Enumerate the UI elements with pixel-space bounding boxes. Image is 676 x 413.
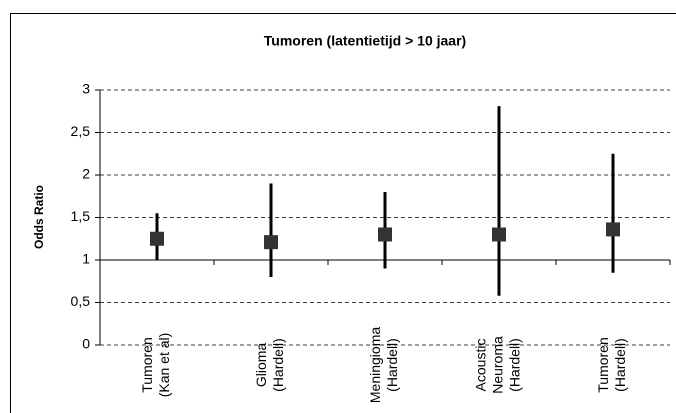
x-tick-label: (Hardell) — [612, 338, 628, 392]
y-tick-label: 0,5 — [71, 293, 91, 309]
y-tick-label: 1,5 — [71, 208, 91, 224]
point — [378, 227, 392, 242]
x-tick-label: Glioma — [253, 343, 269, 388]
x-tick-label: Neuroma — [490, 336, 506, 394]
x-tick-label: (Hardell) — [384, 338, 400, 392]
y-axis-label: Odds Ratio — [32, 185, 46, 249]
x-tick-label: Tumoren — [139, 337, 155, 393]
point — [606, 222, 620, 237]
x-tick-label: Tumoren — [595, 337, 611, 393]
chart-title: Tumoren (latentietijd > 10 jaar) — [264, 33, 466, 49]
x-tick-label: Meningioma — [367, 327, 383, 403]
x-tick-label: (Hardell) — [270, 338, 286, 392]
x-tick-label: Acoustic — [473, 339, 489, 392]
y-tick-label: 2 — [82, 166, 90, 182]
x-tick-label: (Hardell) — [507, 338, 523, 392]
y-tick-label: 0 — [82, 336, 90, 352]
x-tick-label: (Kan et al) — [156, 333, 172, 398]
chart-frame — [10, 13, 676, 413]
y-tick-label: 2,5 — [71, 123, 91, 139]
point — [492, 227, 506, 242]
point — [264, 235, 278, 250]
y-tick-label: 1 — [82, 251, 90, 267]
point — [150, 231, 164, 246]
y-tick-label: 3 — [82, 81, 90, 97]
